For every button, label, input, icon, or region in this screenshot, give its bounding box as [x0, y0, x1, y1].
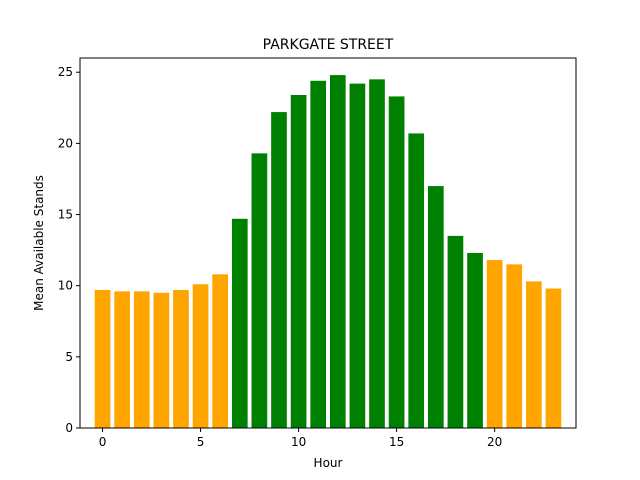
bar-hour-5	[192, 284, 209, 428]
bar-hour-20	[486, 260, 503, 428]
x-axis: 0 5 10 15 20	[99, 428, 502, 449]
y-tick-label: 10	[58, 279, 73, 293]
x-tick-label: 20	[487, 435, 502, 449]
bar-hour-12	[329, 75, 346, 428]
y-tick-label: 15	[58, 208, 73, 222]
x-tick-label: 15	[389, 435, 404, 449]
bar-hour-1	[114, 291, 130, 428]
y-tick-label: 0	[65, 421, 73, 435]
bar-hour-13	[349, 83, 366, 429]
bar-hour-10	[290, 95, 307, 428]
x-tick-label: 0	[99, 435, 107, 449]
x-tick-label: 5	[197, 435, 205, 449]
bar-hour-19	[467, 252, 483, 428]
bar-hour-0	[94, 289, 111, 428]
y-tick-label: 5	[65, 350, 73, 364]
bar-hour-17	[427, 186, 444, 428]
y-tick-label: 20	[58, 136, 73, 150]
bar-hour-15	[388, 96, 405, 429]
plot-frame	[79, 57, 577, 429]
bar-hour-11	[310, 80, 327, 429]
bar-hour-21	[506, 264, 523, 428]
y-tick-label: 25	[58, 65, 73, 79]
bar-hour-4	[173, 289, 189, 428]
x-tick-label: 10	[291, 435, 306, 449]
bar-hour-7	[231, 218, 248, 428]
bar-hour-18	[447, 235, 464, 428]
bar-hour-8	[251, 153, 268, 428]
y-axis: 0 5 10 15 20 25	[58, 65, 80, 435]
bar-hour-23	[545, 288, 562, 428]
bar-hour-14	[369, 79, 385, 428]
bar-hour-22	[526, 281, 542, 428]
y-axis-label: Mean Available Stands	[32, 175, 46, 311]
bars-group	[94, 75, 562, 429]
bar-hour-9	[271, 112, 287, 428]
x-axis-label: Hour	[314, 456, 343, 470]
bar-hour-16	[408, 133, 425, 429]
bar-hour-2	[133, 291, 150, 428]
bar-hour-6	[212, 274, 229, 428]
bar-hour-3	[153, 292, 170, 428]
chart-title: PARKGATE STREET	[263, 37, 394, 53]
